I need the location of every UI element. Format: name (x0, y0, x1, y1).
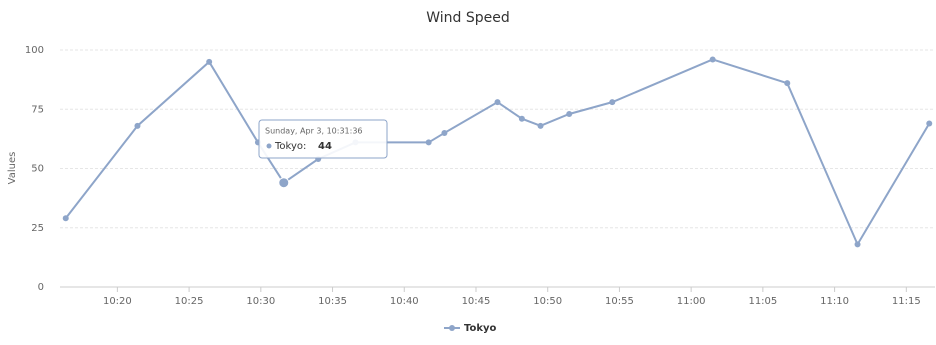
x-tick-label: 10:45 (462, 296, 491, 307)
point (441, 129, 448, 136)
legend-marker (449, 325, 455, 331)
point (425, 139, 432, 146)
point (926, 120, 933, 127)
x-tick-label: 10:30 (246, 296, 275, 307)
y-tick-label: 25 (31, 223, 44, 234)
point (494, 99, 501, 106)
y-tick-label: 75 (31, 104, 44, 115)
point (537, 122, 544, 129)
chart-title: Wind Speed (426, 10, 510, 26)
x-tick-label: 10:50 (533, 296, 562, 307)
point (566, 110, 573, 117)
x-tick-label: 10:40 (390, 296, 419, 307)
point (134, 122, 141, 129)
x-tick-label: 10:55 (605, 296, 634, 307)
x-tick-label: 11:10 (820, 296, 849, 307)
y-tick-label: 0 (38, 282, 44, 293)
tooltip-box (258, 119, 388, 159)
point (784, 80, 791, 87)
x-tick-label: 10:25 (175, 296, 204, 307)
y-tick-label: 50 (31, 164, 44, 175)
x-tick-label: 10:35 (318, 296, 347, 307)
series-line (64, 58, 931, 247)
y-tick-label: 100 (25, 45, 44, 56)
tooltip-marker (266, 143, 272, 149)
x-tick-label: 11:15 (892, 296, 921, 307)
x-tick-label: 10:20 (103, 296, 132, 307)
point (62, 215, 69, 222)
point (609, 99, 616, 106)
legend-label: Tokyo (464, 323, 497, 334)
point (518, 115, 525, 122)
point (709, 56, 716, 63)
tooltip-value: 44 (318, 141, 332, 152)
hover-point (278, 177, 290, 189)
tooltip-date: Sunday, Apr 3, 10:31:36 (265, 127, 363, 136)
point (854, 241, 861, 248)
y-axis-label: Values (7, 152, 18, 185)
x-tick-label: 11:00 (677, 296, 706, 307)
tooltip-label: Tokyo: (274, 141, 306, 152)
x-tick-label: 11:05 (748, 296, 777, 307)
point (206, 58, 213, 65)
